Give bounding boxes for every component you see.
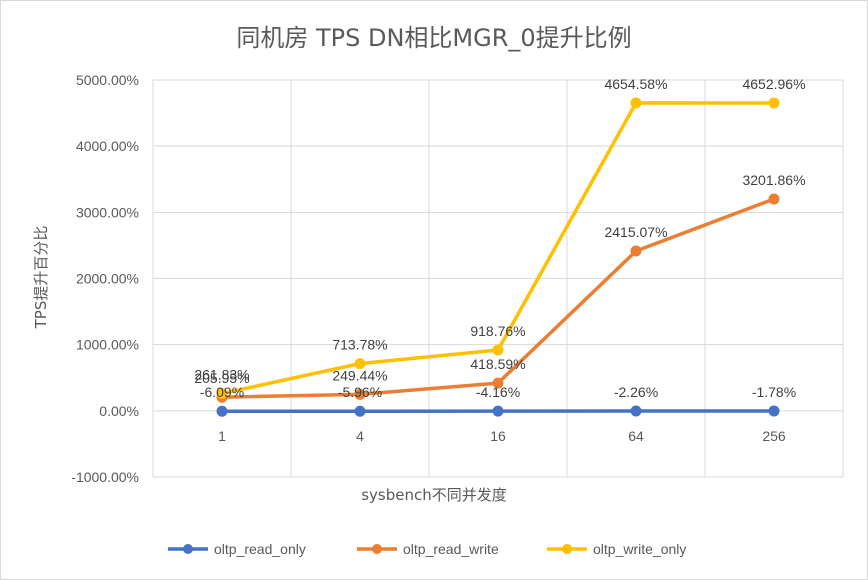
data-point-oltp_read_write [768, 193, 780, 205]
y-tick-label: 3000.00% [76, 204, 139, 220]
data-point-oltp_read_only [492, 405, 504, 417]
data-label-oltp_read_write: 418.59% [470, 356, 525, 372]
data-label-oltp_read_write: 2415.07% [604, 224, 667, 240]
data-label-oltp_read_only: -6.09% [200, 384, 244, 400]
data-label-oltp_write_only: 261.83% [194, 367, 249, 383]
data-point-oltp_write_only [492, 344, 504, 356]
gridlines [152, 79, 844, 478]
x-tick-label: 1 [218, 428, 226, 444]
data-point-oltp_write_only [216, 388, 228, 400]
data-label-oltp_read_only: -2.26% [614, 384, 658, 400]
x-axis-ticks: 1 4 16 64 256 [218, 428, 786, 444]
y-tick-label: 5000.00% [76, 72, 139, 88]
data-label-oltp_read_only: -5.96% [338, 384, 382, 400]
data-label-oltp_write_only: 918.76% [470, 323, 525, 339]
y-tick-label: -1000.00% [71, 469, 139, 485]
y-tick-label: 2000.00% [76, 271, 139, 287]
x-tick-label: 64 [628, 428, 644, 444]
data-labels: -6.09% -5.96% -4.16% -2.26% -1.78% 205.95% 249… [194, 76, 805, 400]
data-point-oltp_read_only [768, 405, 780, 417]
data-point-oltp_write_only [630, 97, 642, 109]
x-tick-label: 16 [490, 428, 506, 444]
data-point-oltp_write_only [768, 97, 780, 109]
y-tick-label: 4000.00% [76, 138, 139, 154]
legend-marker-oltp_read_only [183, 544, 193, 554]
data-point-oltp_read_only [216, 405, 228, 417]
data-label-oltp_write_only: 4654.58% [604, 76, 667, 92]
data-point-oltp_read_only [354, 405, 366, 417]
y-axis-title: TPS提升百分比 [32, 226, 50, 330]
legend: oltp_read_only oltp_read_write oltp_write_… [168, 541, 686, 557]
x-axis-title: sysbench不同并发度 [361, 486, 507, 504]
legend-label-oltp_write_only: oltp_write_only [593, 541, 686, 557]
y-tick-label: 0.00% [99, 403, 139, 419]
data-label-oltp_write_only: 713.78% [332, 337, 387, 353]
legend-marker-oltp_write_only [562, 544, 572, 554]
legend-label-oltp_read_write: oltp_read_write [403, 541, 499, 557]
chart-title: 同机房 TPS DN相比MGR_0提升比例 [236, 24, 631, 52]
data-point-oltp_read_write [630, 245, 642, 257]
legend-label-oltp_read_only: oltp_read_only [214, 541, 306, 557]
data-label-oltp_read_write: 205.95% [194, 370, 249, 386]
data-label-oltp_read_write: 249.44% [332, 367, 387, 383]
data-label-oltp_read_write: 3201.86% [742, 172, 805, 188]
series-group [216, 97, 780, 417]
y-tick-label: 1000.00% [76, 337, 139, 353]
data-point-oltp_read_write [354, 388, 366, 400]
data-label-oltp_write_only: 4652.96% [742, 76, 805, 92]
y-axis-ticks: -1000.00% 0.00% 1000.00% 2000.00% 3000.00% 40… [71, 72, 139, 485]
data-point-oltp_write_only [354, 358, 366, 370]
legend-marker-oltp_read_write [372, 544, 382, 554]
x-tick-label: 256 [762, 428, 786, 444]
data-point-oltp_read_write [492, 377, 504, 389]
data-point-oltp_read_only [630, 405, 642, 417]
data-label-oltp_read_only: -4.16% [476, 384, 520, 400]
x-tick-label: 4 [356, 428, 364, 444]
data-label-oltp_read_only: -1.78% [752, 384, 796, 400]
